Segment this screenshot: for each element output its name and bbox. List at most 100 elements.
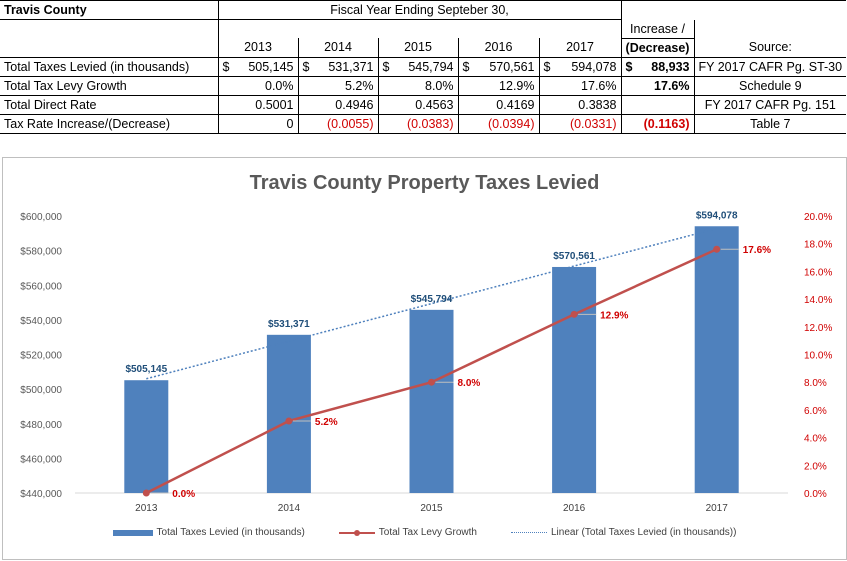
x-tick-label: 2017 (706, 503, 729, 514)
table-cell: 0.5001 (218, 95, 299, 115)
table-cell: 0.3838 (539, 95, 622, 115)
source-cell: FY 2017 CAFR Pg. ST-30 (694, 57, 847, 77)
x-tick-label: 2015 (420, 503, 443, 514)
bar (409, 309, 454, 493)
table-cell: 8.0% (378, 76, 459, 96)
legend-swatch-line (338, 529, 375, 536)
y2-tick-label: 20.0% (804, 212, 832, 223)
bar-data-label: $531,371 (268, 319, 310, 330)
bar (552, 266, 597, 493)
x-tick-label: 2016 (563, 503, 586, 514)
entity-name: Travis County (0, 0, 218, 20)
y2-tick-label: 12.0% (804, 323, 832, 334)
bar-data-label: $570,561 (553, 251, 595, 262)
y-tick-label: $560,000 (20, 281, 62, 292)
growth-data-label: 5.2% (315, 417, 338, 428)
legend-label: Total Taxes Levied (in thousands) (156, 527, 305, 538)
chart-title: Travis County Property Taxes Levied (249, 172, 600, 194)
growth-point (570, 310, 578, 318)
y-tick-label: $440,000 (20, 489, 62, 500)
chart-legend: Total Taxes Levied (in thousands) Total … (3, 527, 846, 538)
legend-label: Total Tax Levy Growth (378, 527, 477, 538)
table-cell: (0.0331) (539, 114, 622, 134)
increase-cell: 17.6% (621, 76, 695, 96)
y2-tick-label: 14.0% (804, 295, 832, 306)
bar-data-label: $545,794 (411, 294, 453, 305)
growth-point (428, 378, 435, 386)
table-cell: 545,794 (408, 59, 454, 74)
data-table-region: Travis County Fiscal Year Ending Septebe… (0, 0, 847, 148)
y-tick-label: $520,000 (20, 351, 62, 362)
legend-item-bars: Total Taxes Levied (in thousands) (112, 527, 305, 538)
source-cell: FY 2017 CAFR Pg. 151 (694, 95, 847, 115)
increase-cell: 88,933 (651, 59, 690, 74)
legend-item-trend: Linear (Total Taxes Levied (in thousands… (510, 527, 737, 538)
y-tick-label: $580,000 (20, 247, 62, 258)
growth-data-label: 12.9% (600, 310, 628, 321)
y2-tick-label: 10.0% (804, 351, 832, 362)
table-cell: (0.0394) (458, 114, 540, 134)
y-tick-label: $480,000 (20, 420, 62, 431)
x-tick-label: 2014 (278, 503, 301, 514)
tax-table: Travis County Fiscal Year Ending Septebe… (0, 0, 847, 134)
y-tick-label: $500,000 (20, 385, 62, 396)
legend-swatch-trend (510, 532, 547, 533)
table-cell: 0.4946 (298, 95, 379, 115)
table-row: Total Taxes Levied (in thousands) $505,1… (0, 57, 847, 77)
year-header: 2013 (217, 38, 298, 58)
growth-point (142, 489, 150, 497)
y-tick-label: $540,000 (20, 316, 62, 327)
growth-data-label: 17.6% (743, 245, 771, 256)
growth-point (285, 417, 293, 425)
growth-data-label: 8.0% (458, 378, 481, 389)
growth-data-label: 0.0% (172, 489, 195, 500)
bar (694, 226, 739, 493)
table-row: Total Direct Rate 0.5001 0.4946 0.4563 0… (0, 95, 847, 115)
table-cell: (0.0383) (378, 114, 459, 134)
y2-tick-label: 16.0% (804, 267, 832, 278)
table-cell: 0.4169 (458, 95, 540, 115)
increase-header-2: (Decrease) (621, 38, 695, 58)
table-cell: 17.6% (539, 76, 622, 96)
bar (124, 380, 169, 493)
table-cell: 12.9% (458, 76, 540, 96)
table-cell: (0.0055) (298, 114, 379, 134)
table-cell: 5.2% (298, 76, 379, 96)
bar (266, 334, 311, 493)
legend-swatch-bar (112, 529, 153, 536)
legend-label: Linear (Total Taxes Levied (in thousands… (550, 527, 737, 538)
year-header: 2017 (538, 38, 622, 58)
year-header: 2015 (377, 38, 458, 58)
table-row: Total Tax Levy Growth 0.0% 5.2% 8.0% 12.… (0, 76, 847, 96)
increase-cell (621, 95, 695, 115)
y2-tick-label: 2.0% (804, 461, 827, 472)
source-header: Source: (694, 38, 847, 58)
year-header: 2016 (457, 38, 539, 58)
table-cell: 570,561 (489, 59, 535, 74)
y2-tick-label: 0.0% (804, 489, 827, 500)
y2-tick-label: 6.0% (804, 406, 827, 417)
source-cell: Table 7 (694, 114, 847, 134)
table-row: Tax Rate Increase/(Decrease) 0 (0.0055) … (0, 114, 847, 134)
increase-header-1: Increase / (621, 19, 694, 39)
y2-tick-label: 4.0% (804, 434, 827, 445)
row-label: Total Tax Levy Growth (0, 76, 219, 96)
table-cell: 0.0% (218, 76, 299, 96)
y2-tick-label: 8.0% (804, 378, 827, 389)
row-label: Tax Rate Increase/(Decrease) (0, 114, 219, 134)
x-tick-label: 2013 (135, 503, 158, 514)
y-tick-label: $460,000 (20, 454, 62, 465)
legend-item-line: Total Tax Levy Growth (338, 527, 477, 538)
table-cell: 505,145 (248, 59, 294, 74)
table-cell: 0.4563 (378, 95, 459, 115)
fiscal-year-header: Fiscal Year Ending Septeber 30, (217, 0, 622, 20)
chart-plot: $440,000 $460,000 $480,000 $500,000 $520,000… (20, 210, 832, 514)
increase-cell: (0.1163) (621, 114, 695, 134)
chart-area: Travis County Property Taxes Levied $440… (2, 157, 847, 560)
source-cell: Schedule 9 (694, 76, 847, 96)
row-label: Total Direct Rate (0, 95, 219, 115)
bar-data-label: $505,145 (125, 364, 167, 375)
bar-data-label: $594,078 (696, 210, 738, 221)
table-cell: 0 (218, 114, 299, 134)
y-tick-label: $600,000 (20, 212, 62, 223)
